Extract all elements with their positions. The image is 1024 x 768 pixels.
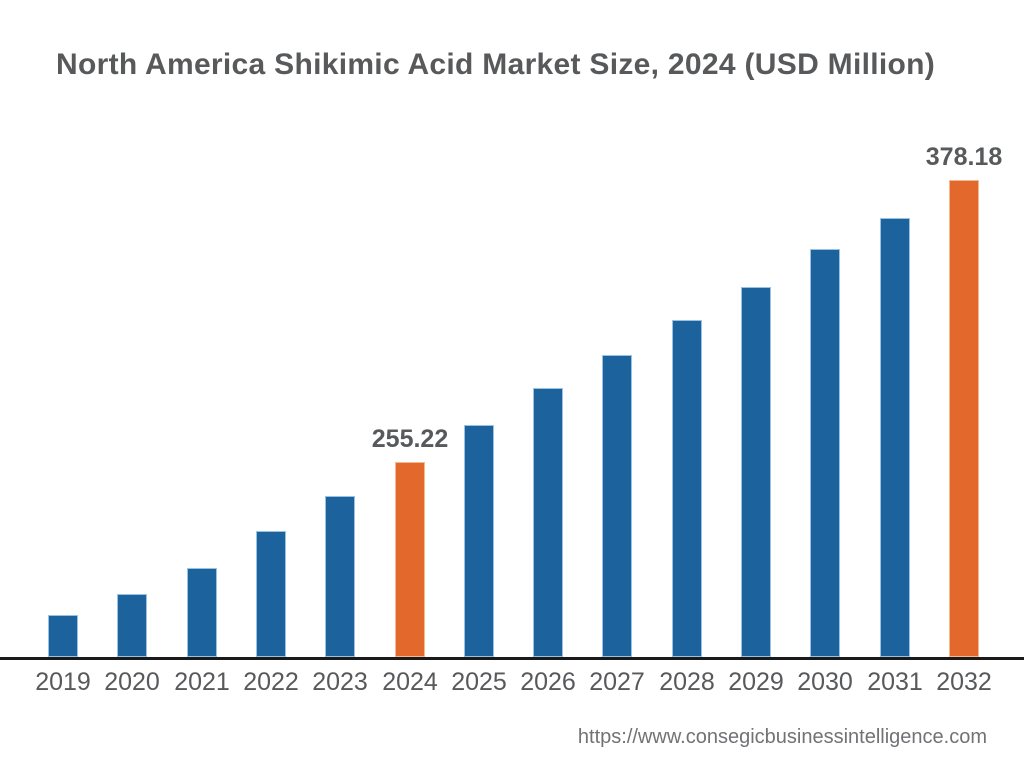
x-axis-line [0, 657, 1024, 660]
x-tick-2019: 2019 [35, 668, 91, 696]
x-tick-2021: 2021 [174, 668, 230, 696]
source-url: https://www.consegicbusinessintelligence… [577, 726, 987, 748]
bar-2028 [672, 320, 702, 657]
bar-2027 [602, 355, 632, 657]
bar-2023 [325, 496, 355, 657]
x-tick-2027: 2027 [589, 668, 645, 696]
chart-title: North America Shikimic Acid Market Size,… [56, 48, 936, 81]
bar-2021 [187, 568, 217, 657]
bar-2020 [117, 594, 147, 657]
x-tick-2030: 2030 [797, 668, 853, 696]
bar-2022 [256, 531, 286, 657]
x-tick-2024: 2024 [382, 668, 438, 696]
x-tick-2022: 2022 [243, 668, 299, 696]
x-tick-2023: 2023 [312, 668, 368, 696]
x-tick-2025: 2025 [451, 668, 507, 696]
x-tick-2029: 2029 [728, 668, 784, 696]
bar-2024 [395, 462, 425, 657]
x-tick-2032: 2032 [936, 668, 992, 696]
bar-2029 [741, 287, 771, 657]
x-tick-2026: 2026 [520, 668, 576, 696]
value-label-2024: 255.22 [371, 425, 449, 453]
x-tick-2020: 2020 [104, 668, 160, 696]
bar-2031 [880, 218, 910, 657]
bar-2019 [48, 615, 78, 657]
x-tick-2028: 2028 [659, 668, 715, 696]
bar-2025 [464, 425, 494, 657]
x-tick-2031: 2031 [867, 668, 923, 696]
bar-2026 [533, 388, 563, 657]
value-label-2032: 378.18 [925, 143, 1003, 171]
bar-2030 [810, 249, 840, 657]
bar-2032 [949, 180, 979, 657]
